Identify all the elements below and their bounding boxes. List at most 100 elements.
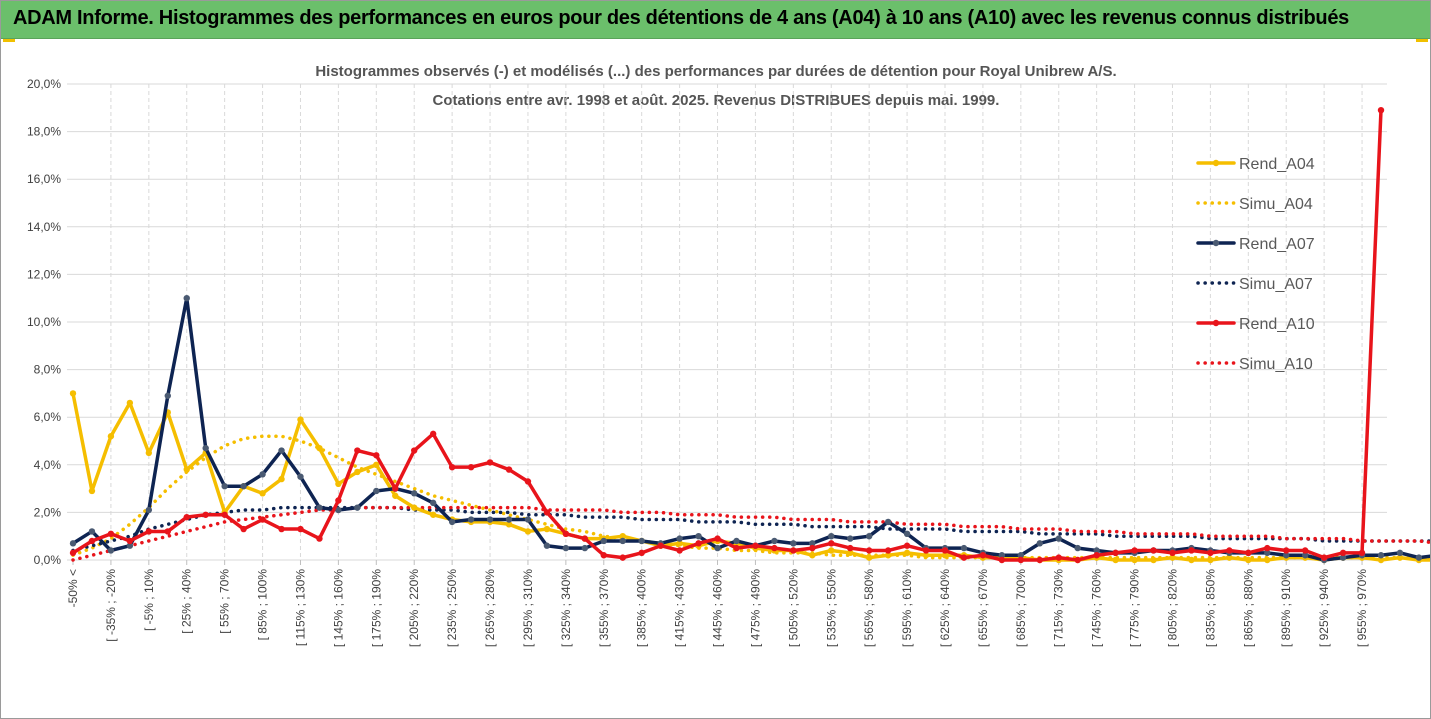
data-point-Rend_A10 — [316, 535, 323, 542]
data-point-Rend_A07 — [714, 544, 721, 552]
data-point-Rend_A07 — [240, 483, 247, 490]
data-point-Rend_A07 — [69, 540, 77, 547]
y-tick-label: 10,0% — [27, 315, 61, 329]
data-point-Rend_A04 — [865, 554, 873, 561]
data-point-Rend_A04 — [392, 492, 399, 499]
chart-subtitle-line-1: Histogrammes observés (-) et modélisés (… — [315, 63, 1116, 80]
data-point-Rend_A04 — [373, 461, 380, 468]
y-tick-label: 12,0% — [27, 267, 61, 281]
data-point-Rend_A10 — [941, 547, 949, 554]
x-tick-label: [ 415% ; 430% — [673, 569, 687, 647]
y-tick-label: 0,0% — [34, 553, 62, 567]
banner-title: ADAM Informe. Histogrammes des performan… — [13, 7, 1349, 29]
data-point-Rend_A07 — [164, 392, 171, 399]
data-point-Rend_A07 — [771, 537, 778, 545]
data-point-Rend_A07 — [865, 533, 873, 540]
y-tick-label: 8,0% — [34, 363, 62, 377]
data-point-Rend_A10 — [429, 430, 437, 438]
data-point-Rend_A07 — [828, 533, 835, 540]
data-point-Rend_A07 — [1074, 544, 1081, 552]
data-point-Rend_A07 — [562, 544, 570, 552]
data-point-Rend_A10 — [733, 544, 740, 552]
x-tick-label: [ 595% ; 610% — [900, 569, 914, 647]
series-line-Rend_A04 — [71, 391, 1430, 562]
data-point-Rend_A07 — [145, 506, 153, 514]
data-point-Rend_A10 — [1283, 547, 1290, 554]
data-point-Rend_A07 — [1017, 552, 1025, 559]
data-point-Rend_A07 — [259, 471, 266, 478]
data-point-Rend_A10 — [1169, 549, 1176, 557]
data-point-Rend_A10 — [543, 509, 551, 516]
data-point-Rend_A07 — [581, 544, 589, 552]
chart: Histogrammes observés (-) et modélisés (… — [27, 63, 1430, 647]
data-point-Rend_A10 — [183, 513, 190, 521]
data-point-Rend_A10 — [1320, 554, 1328, 561]
data-point-Rend_A04 — [1131, 556, 1138, 564]
data-point-Rend_A07 — [486, 516, 494, 523]
data-point-Rend_A10 — [1112, 549, 1119, 557]
data-point-Rend_A10 — [600, 552, 607, 559]
data-point-Rend_A04 — [619, 533, 626, 540]
data-point-Rend_A10 — [297, 525, 304, 533]
data-point-Rend_A04 — [884, 552, 892, 559]
data-point-Rend_A10 — [278, 525, 285, 533]
data-point-Rend_A04 — [1264, 556, 1271, 564]
data-point-Rend_A07 — [373, 487, 380, 495]
chart-subtitle-line-2: Cotations entre avr. 1998 et août. 2025.… — [433, 92, 1000, 109]
x-tick-label: [ 115% ; 130% — [293, 569, 307, 646]
data-point-Rend_A04 — [354, 468, 361, 476]
data-point-Rend_A04 — [1169, 554, 1176, 561]
legend-label-Rend_A10: Rend_A10 — [1239, 316, 1315, 333]
data-point-Rend_A10 — [335, 497, 342, 504]
data-point-Rend_A07 — [1036, 540, 1043, 547]
data-point-Rend_A07 — [467, 516, 475, 523]
data-point-Rend_A07 — [790, 540, 797, 547]
data-point-Rend_A04 — [316, 444, 323, 452]
data-point-Rend_A04 — [1207, 556, 1214, 564]
data-point-Rend_A10 — [259, 516, 266, 523]
data-point-Rend_A10 — [1055, 554, 1062, 561]
x-tick-label: [ 445% ; 460% — [711, 569, 725, 647]
x-tick-label: [ 295% ; 310% — [521, 569, 535, 647]
data-point-Rend_A04 — [335, 480, 342, 488]
x-tick-label: [ 475% ; 490% — [748, 569, 762, 647]
data-point-Rend_A10 — [1074, 556, 1081, 564]
series-line-Rend_A10 — [71, 108, 1383, 562]
legend-marker-Rend_A07 — [1212, 239, 1220, 247]
data-point-Rend_A07 — [1415, 554, 1423, 561]
corner-marker-top-left — [3, 39, 15, 42]
data-point-Rend_A07 — [1301, 552, 1309, 559]
data-point-Rend_A07 — [429, 499, 437, 507]
data-point-Rend_A04 — [1377, 556, 1385, 564]
data-point-Rend_A04 — [183, 466, 190, 473]
data-point-Rend_A07 — [183, 295, 190, 302]
x-tick-label: [ -35% ; -20% — [104, 569, 118, 642]
x-tick-label: [ 625% ; 640% — [938, 569, 952, 647]
y-tick-label: 2,0% — [34, 505, 62, 519]
data-point-Rend_A10 — [960, 554, 968, 561]
data-point-Rend_A04 — [1112, 556, 1119, 564]
data-point-Rend_A04 — [1226, 554, 1233, 561]
y-tick-label: 18,0% — [27, 125, 61, 139]
x-tick-label: [ 805% ; 820% — [1165, 569, 1179, 647]
data-point-Rend_A10 — [865, 547, 873, 554]
y-tick-label: 16,0% — [27, 172, 61, 186]
data-point-Rend_A04 — [259, 490, 266, 497]
data-point-Rend_A07 — [107, 547, 115, 554]
data-point-Rend_A07 — [903, 530, 911, 538]
data-point-Rend_A04 — [69, 390, 77, 397]
x-tick-label: [ 955% ; 970% — [1355, 569, 1369, 647]
legend-label-Simu_A04: Simu_A04 — [1239, 196, 1313, 213]
data-point-Rend_A04 — [145, 449, 153, 457]
series-line-Simu_A10 — [71, 505, 1430, 562]
x-tick-label: [ 385% ; 400% — [635, 569, 649, 647]
data-point-Rend_A10 — [240, 525, 247, 533]
data-point-Rend_A07 — [354, 504, 361, 511]
data-point-Rend_A10 — [809, 544, 816, 552]
data-point-Rend_A07 — [411, 490, 418, 497]
legend-label-Rend_A04: Rend_A04 — [1239, 156, 1315, 173]
data-point-Rend_A07 — [543, 542, 551, 549]
data-point-Rend_A10 — [1131, 547, 1138, 554]
data-point-Rend_A07 — [524, 516, 532, 523]
